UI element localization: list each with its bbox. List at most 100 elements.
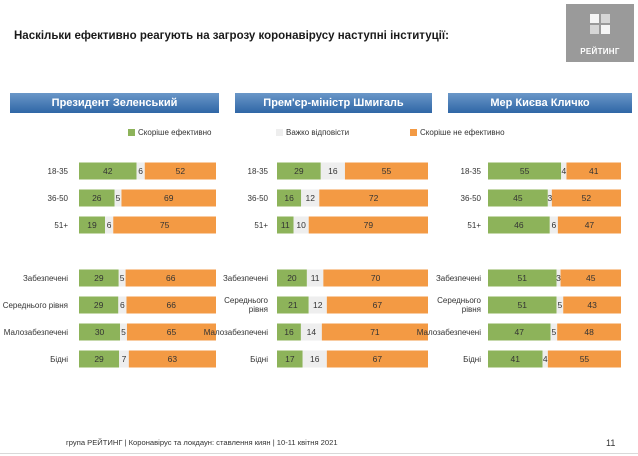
bar-segment-hard-to-say bbox=[293, 216, 309, 234]
category-label: Малозабезпечені bbox=[204, 328, 268, 337]
data-label-effective: 29 bbox=[94, 273, 104, 283]
bar-segment-hard-to-say bbox=[120, 323, 127, 341]
legend-label-effective: Скоріше ефективно bbox=[138, 128, 212, 137]
category-label: 51+ bbox=[467, 221, 481, 230]
bar-segment-not-effective bbox=[128, 350, 216, 368]
data-label-not-effective: 45 bbox=[586, 273, 596, 283]
bar-segment-not-effective bbox=[326, 350, 428, 368]
data-label-not-effective: 43 bbox=[587, 300, 597, 310]
data-label-hard-to-say: 5 bbox=[120, 273, 125, 283]
data-label-hard-to-say: 6 bbox=[120, 300, 125, 310]
category-label: Малозабезпечені bbox=[417, 328, 481, 337]
category-label: 18-35 bbox=[48, 167, 69, 176]
legend-item-not-effective: Скоріше не ефективно bbox=[410, 128, 505, 137]
bar-segment-not-effective bbox=[344, 162, 428, 180]
data-label-effective: 46 bbox=[514, 220, 524, 230]
bar-segment-not-effective bbox=[547, 350, 621, 368]
bar-segment-hard-to-say bbox=[556, 296, 564, 314]
bar-segment-hard-to-say bbox=[306, 269, 324, 287]
category-label: Забезпечені bbox=[223, 274, 268, 283]
bar-segment-hard-to-say bbox=[550, 323, 558, 341]
data-label-effective: 19 bbox=[87, 220, 97, 230]
data-label-hard-to-say: 6 bbox=[551, 220, 556, 230]
data-label-not-effective: 70 bbox=[371, 273, 381, 283]
category-label: 18-35 bbox=[248, 167, 269, 176]
data-label-effective: 16 bbox=[284, 327, 294, 337]
category-label: Бідні bbox=[463, 355, 481, 364]
data-label-not-effective: 55 bbox=[382, 166, 392, 176]
banner-shmyhal: Прем'єр-міністр Шмигаль bbox=[235, 93, 432, 113]
data-label-effective: 26 bbox=[92, 193, 102, 203]
bar-segment-effective bbox=[488, 296, 557, 314]
bar-segment-effective bbox=[277, 323, 301, 341]
page-title: Наскільки ефективно реагують на загрозу … bbox=[14, 30, 449, 42]
data-label-not-effective: 69 bbox=[164, 193, 174, 203]
data-label-hard-to-say: 5 bbox=[558, 300, 563, 310]
bar-segment-not-effective bbox=[557, 323, 621, 341]
data-label-hard-to-say: 14 bbox=[307, 327, 317, 337]
data-label-effective: 16 bbox=[284, 193, 294, 203]
data-label-effective: 42 bbox=[103, 166, 113, 176]
data-label-effective: 20 bbox=[287, 273, 297, 283]
bar-segment-effective bbox=[79, 189, 115, 207]
bar-segment-effective bbox=[277, 162, 321, 180]
footer-divider bbox=[0, 453, 638, 454]
bar-segment-not-effective bbox=[126, 296, 216, 314]
data-label-not-effective: 67 bbox=[373, 300, 383, 310]
data-label-effective: 29 bbox=[94, 300, 104, 310]
bar-segment-hard-to-say bbox=[300, 323, 322, 341]
category-label: Бідні bbox=[50, 355, 68, 364]
footer-source: група РЕЙТИНГ | Коронавірус та локдаун: … bbox=[66, 438, 338, 447]
data-label-hard-to-say: 4 bbox=[561, 166, 566, 176]
data-label-not-effective: 65 bbox=[167, 327, 177, 337]
category-label: Середнього рівня bbox=[437, 296, 481, 314]
data-label-not-effective: 52 bbox=[582, 193, 592, 203]
bar-segment-effective bbox=[277, 350, 303, 368]
category-label: Забезпечені bbox=[23, 274, 68, 283]
legend-swatch-hard-to-say bbox=[276, 129, 283, 136]
bar-segment-hard-to-say bbox=[114, 189, 122, 207]
data-label-effective: 29 bbox=[94, 354, 104, 364]
chart-panel-1: 18-35 42 6 52 36-50 26 5 69 51+ 19 6 7 5 Забезпечені 2… bbox=[3, 162, 216, 368]
category-label: 51+ bbox=[254, 221, 268, 230]
data-label-hard-to-say: 12 bbox=[313, 300, 323, 310]
page-number: 11 bbox=[606, 438, 616, 448]
bar-segment-effective bbox=[488, 323, 551, 341]
legend-swatch-effective bbox=[128, 129, 135, 136]
category-label: Забезпечені bbox=[436, 274, 481, 283]
bar-segment-effective bbox=[277, 189, 302, 207]
legend-swatch-not-effective bbox=[410, 129, 417, 136]
data-label-not-effective: 66 bbox=[166, 273, 176, 283]
data-label-hard-to-say: 7 bbox=[122, 354, 127, 364]
category-label: 51+ bbox=[54, 221, 68, 230]
bar-segment-not-effective bbox=[319, 189, 428, 207]
data-label-not-effective: 55 bbox=[580, 354, 590, 364]
logo-text: РЕЙТИНГ bbox=[580, 47, 620, 56]
data-label-effective: 55 bbox=[520, 166, 530, 176]
bar-segment-hard-to-say bbox=[556, 269, 561, 287]
bar-segment-hard-to-say bbox=[302, 350, 327, 368]
bar-segment-not-effective bbox=[308, 216, 428, 234]
bar-segment-hard-to-say bbox=[136, 162, 145, 180]
bar-segment-not-effective bbox=[126, 323, 216, 341]
data-label-not-effective: 52 bbox=[176, 166, 186, 176]
bar-segment-hard-to-say bbox=[542, 350, 548, 368]
bar-segment-hard-to-say bbox=[119, 350, 129, 368]
data-label-hard-to-say: 5 bbox=[116, 193, 121, 203]
data-label-hard-to-say: 12 bbox=[305, 193, 315, 203]
bar-segment-not-effective bbox=[121, 189, 216, 207]
data-label-hard-to-say: 10 bbox=[296, 220, 306, 230]
data-label-hard-to-say: 16 bbox=[328, 166, 338, 176]
data-label-effective: 17 bbox=[285, 354, 295, 364]
bar-segment-hard-to-say bbox=[320, 162, 345, 180]
category-label: 36-50 bbox=[461, 194, 482, 203]
bar-segment-effective bbox=[79, 269, 119, 287]
data-label-hard-to-say: 16 bbox=[310, 354, 320, 364]
data-label-hard-to-say: 6 bbox=[138, 166, 143, 176]
bar-segment-effective bbox=[79, 162, 137, 180]
data-label-not-effective: 48 bbox=[584, 327, 594, 337]
bar-segment-not-effective bbox=[321, 323, 428, 341]
category-label: 36-50 bbox=[48, 194, 69, 203]
bar-segment-hard-to-say bbox=[105, 216, 114, 234]
